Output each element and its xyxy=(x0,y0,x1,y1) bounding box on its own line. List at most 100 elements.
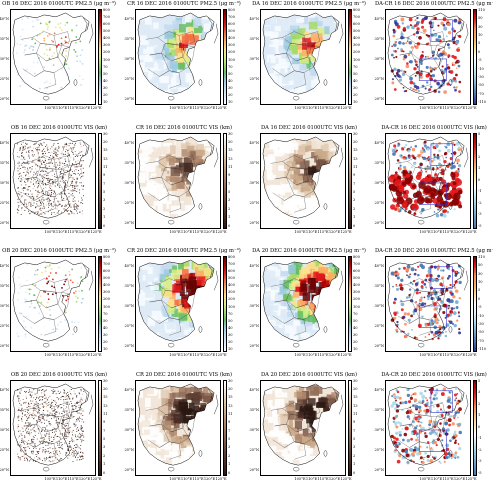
map-area xyxy=(260,9,346,105)
colorbar-tick-label: 0 xyxy=(228,223,231,228)
latitude-label: 40°N xyxy=(249,387,259,392)
colorbar-tick-label: 9 xyxy=(103,173,106,178)
colorbar xyxy=(98,256,102,352)
latitude-labels: 40°N 35°N 30°N 25°N 20°N xyxy=(249,133,260,229)
longitude-label: 120°E xyxy=(203,106,216,110)
longitude-label: 110°E xyxy=(180,353,193,357)
latitude-label: 20°N xyxy=(249,344,259,348)
longitude-label: 120°E xyxy=(328,106,341,110)
longitude-label: 115°E xyxy=(192,353,204,357)
colorbar-tick-label: 15 xyxy=(228,395,233,400)
colorbar-tick-label: 2 xyxy=(353,206,356,211)
map-area xyxy=(385,379,471,476)
longitude-label: 105°E xyxy=(419,353,431,357)
colorbar-tick-label: 50 xyxy=(228,318,233,323)
colorbar-tick-label: 50 xyxy=(353,71,358,76)
latitude-label: 25°N xyxy=(374,324,384,328)
colorbar-tick-label: 10 xyxy=(353,100,358,104)
colorbar-tick-label: 30 xyxy=(478,271,483,276)
colorbar-tick-label: 200 xyxy=(353,297,360,302)
map-svg xyxy=(387,136,469,224)
latitude-label: 35°N xyxy=(249,407,259,412)
latitude-label: 40°N xyxy=(124,140,134,145)
latitude-label: 30°N xyxy=(124,304,134,308)
colorbar-tick-label: 0 xyxy=(103,223,106,228)
colorbar-tick-label: 40 xyxy=(228,325,233,330)
latitude-label: 25°N xyxy=(249,447,259,452)
colorbar-tick-label: 700 xyxy=(103,262,110,267)
panel-title: OB 16 DEC 2016 0100UTC PM2.5 (μg m⁻³) xyxy=(2,1,116,7)
colorbar-tick-label: 3 xyxy=(103,198,106,203)
latitude-label: 35°N xyxy=(0,37,9,41)
colorbar-tick-label: 20 xyxy=(103,386,108,391)
latitude-label: 25°N xyxy=(0,77,9,81)
longitude-label: 125°E xyxy=(90,229,102,234)
latitude-label: 35°N xyxy=(374,284,384,288)
colorbar-tick-label: 70 xyxy=(103,64,108,69)
colorbar-tick-label: -110 xyxy=(478,347,487,351)
colorbar-tick-label: 20 xyxy=(228,92,233,97)
colorbar-tick-label: -3 xyxy=(478,459,482,463)
colorbar-tick-label: 2 xyxy=(478,154,481,159)
colorbar-ticks: 800 700 600 500 400 300 200 100 70 50 40 30 20 10 xyxy=(103,255,119,352)
colorbar-tick-label: -30 xyxy=(478,321,484,326)
colorbar-tick-label: 0 xyxy=(228,470,231,475)
longitude-label: 120°E xyxy=(203,229,216,234)
longitude-labels: 105°E 110°E 115°E 120°E 125°E xyxy=(10,477,101,483)
colorbar-tick-label: 400 xyxy=(103,36,110,41)
longitude-label: 120°E xyxy=(453,229,466,234)
latitude-labels: 40°N 35°N 30°N 25°N 20°N xyxy=(124,9,135,105)
colorbar-tick-label: 30 xyxy=(228,131,233,136)
latitude-label: 30°N xyxy=(249,304,259,308)
colorbar-tick-label: 200 xyxy=(103,297,110,302)
colorbar-tick-label: 800 xyxy=(353,8,360,12)
colorbar-tick-label: -10 xyxy=(478,313,484,318)
colorbar-tick-label: 70 xyxy=(353,311,358,316)
map-panel: DA 16 DEC 2016 0100UTC VIS (km) 40°N 35°N 3… xyxy=(249,124,375,248)
map-svg xyxy=(137,136,219,224)
longitude-label: 125°E xyxy=(340,353,352,357)
colorbar-tick-label: 13 xyxy=(103,156,108,161)
latitude-label: 30°N xyxy=(249,427,259,432)
latitude-label: 30°N xyxy=(374,304,384,308)
colorbar-tick-label: 7 xyxy=(228,428,231,433)
latitude-label: 40°N xyxy=(0,264,9,268)
colorbar-ticks: 30 20 15 13 11 9 7 5 3 2 1 0 xyxy=(353,132,369,229)
latitude-labels: 40°N 35°N 30°N 25°N 20°N xyxy=(124,380,135,476)
colorbar-tick-label: 50 xyxy=(228,71,233,76)
longitude-label: 105°E xyxy=(294,106,306,110)
longitude-label: 115°E xyxy=(317,106,329,110)
colorbar-ticks: 800 700 600 500 400 300 200 100 70 50 40 30 20 10 xyxy=(228,255,244,352)
latitude-label: 40°N xyxy=(249,264,259,268)
colorbar-ticks: 30 20 15 13 11 9 7 5 3 2 1 0 xyxy=(103,132,119,229)
latitude-labels: 40°N 35°N 30°N 25°N 20°N xyxy=(124,256,135,352)
latitude-label: 35°N xyxy=(374,160,384,165)
colorbar-tick-label: 9 xyxy=(353,173,356,178)
colorbar-tick-label: 100 xyxy=(103,57,110,62)
latitude-label: 25°N xyxy=(124,200,134,205)
longitude-label: 105°E xyxy=(419,106,431,110)
colorbar-tick-label: 5 xyxy=(478,41,481,46)
latitude-labels: 40°N 35°N 30°N 25°N 20°N xyxy=(374,256,385,352)
latitude-labels: 40°N 35°N 30°N 25°N 20°N xyxy=(0,380,10,476)
longitude-label: 105°E xyxy=(294,229,306,234)
longitude-label: 110°E xyxy=(305,106,318,110)
colorbar-tick-label: 5 xyxy=(103,190,106,195)
longitude-label: 120°E xyxy=(453,476,466,481)
latitude-labels: 40°N 35°N 30°N 25°N 20°N xyxy=(374,133,385,229)
longitude-labels: 105°E 110°E 115°E 120°E 125°E xyxy=(10,353,101,359)
panel-title: CR 20 DEC 2016 0100UTC VIS (km) xyxy=(136,371,232,378)
colorbar-tick-label: 40 xyxy=(228,78,233,83)
map-panel: OB 16 DEC 2016 0100UTC VIS (km) 40°N 35°N 3… xyxy=(0,124,125,248)
latitude-label: 40°N xyxy=(124,17,134,21)
longitude-label: 105°E xyxy=(169,229,181,234)
colorbar-tick-label: 1 xyxy=(478,413,481,417)
colorbar-tick-label: 30 xyxy=(103,332,108,337)
colorbar-tick-label: 30 xyxy=(478,24,483,29)
colorbar-tick-label: 800 xyxy=(228,255,235,259)
map-svg xyxy=(12,12,94,101)
latitude-labels: 40°N 35°N 30°N 25°N 20°N xyxy=(374,380,385,476)
map-area xyxy=(10,132,96,229)
panel-title: CR 20 DEC 2016 0100UTC PM2.5 (μg m⁻³) xyxy=(127,248,241,254)
colorbar-ticks: 5 3 2 1 0 -1 -2 -3 -5 xyxy=(478,132,494,229)
